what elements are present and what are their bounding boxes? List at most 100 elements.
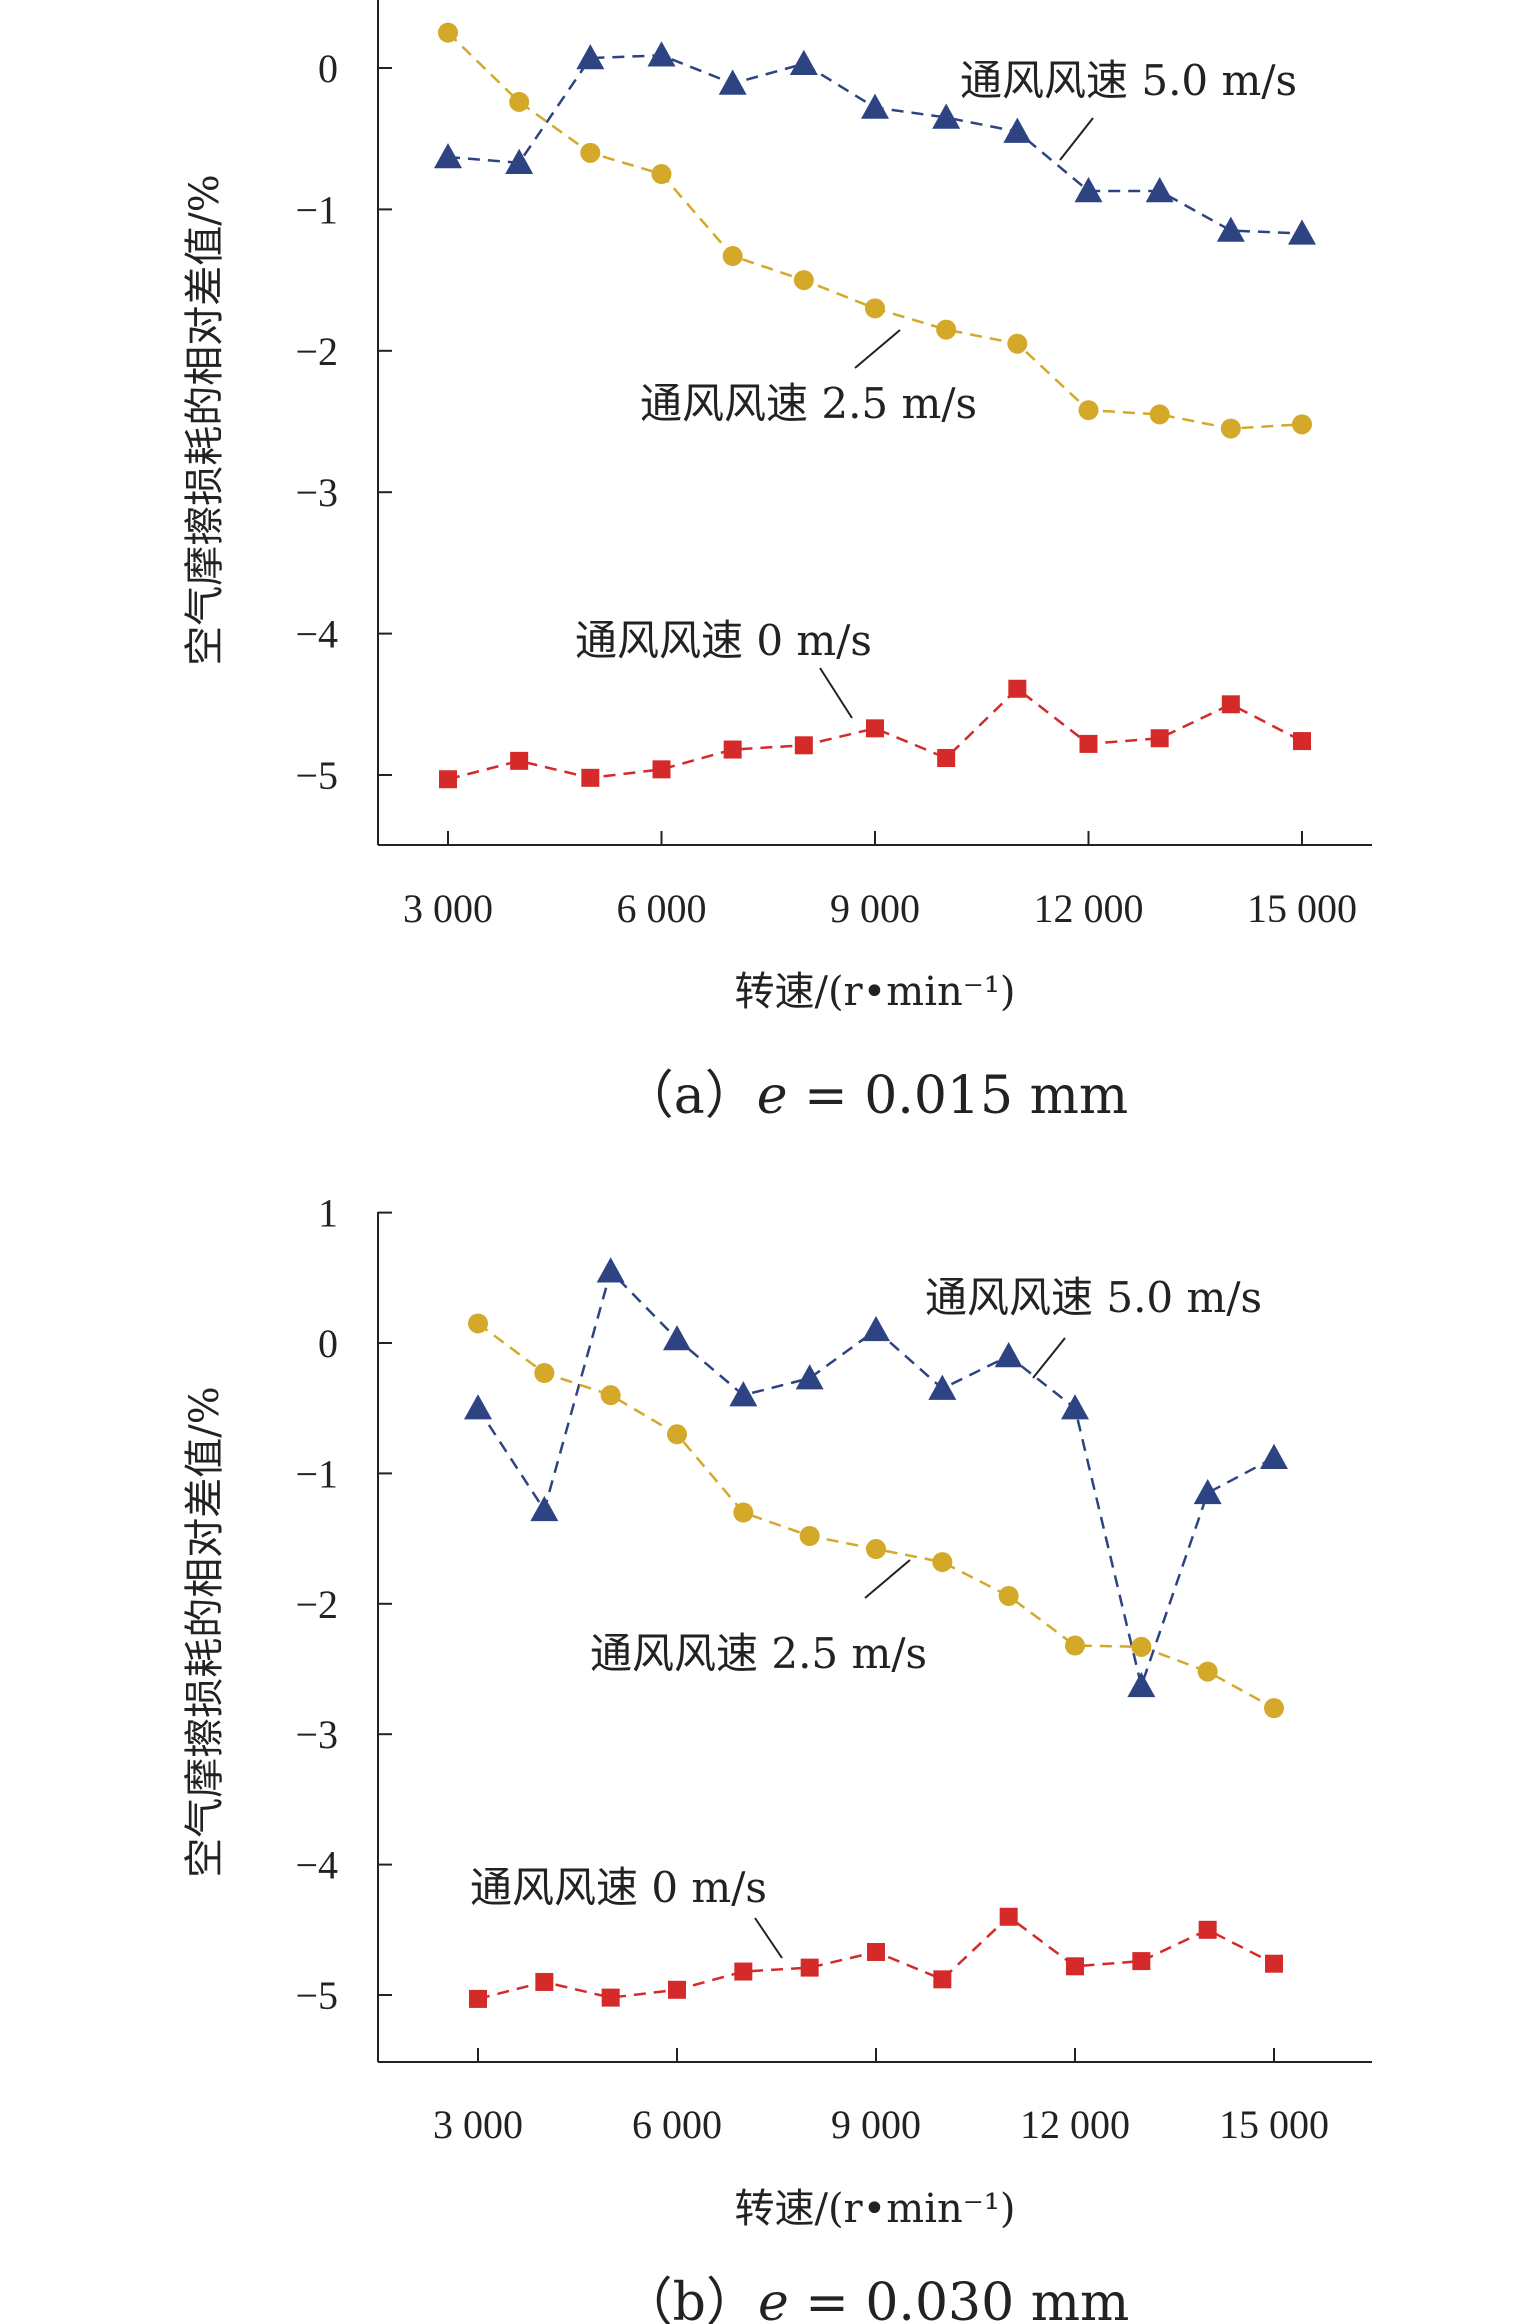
series-2 [439,679,1311,789]
series-1 [438,22,1312,439]
panel-caption: （a）e = 0.015 mm [622,1066,1128,1126]
annotation-label: 通风风速 0 m/s [470,1863,767,1912]
data-point [576,44,605,70]
data-point [1197,1661,1218,1682]
data-point [928,1374,957,1400]
data-point [1003,117,1032,143]
data-point [1150,729,1169,748]
data-point [1145,177,1174,203]
caption-value: = 0.015 mm [788,1066,1129,1126]
y-tick-label: −3 [295,1712,338,1757]
data-point [1008,679,1027,698]
data-point [1127,1671,1156,1698]
data-point [581,768,600,787]
data-point [799,1525,820,1546]
data-point [1216,216,1245,242]
data-point [998,1585,1019,1606]
data-point [789,49,818,75]
data-point [535,1972,554,1991]
data-point [1131,1636,1152,1657]
series-2 [469,1907,1283,2008]
caption-label: （b） [621,2273,758,2324]
data-point [652,760,671,779]
data-point [468,1313,488,1334]
data-point [1149,404,1170,425]
panel-caption: （b）e = 0.030 mm [621,2273,1130,2324]
y-tick-label: −1 [295,1451,338,1496]
data-point [794,736,813,755]
annotation-label: 通风风速 0 m/s [575,616,872,665]
data-point [1079,734,1098,753]
annotation-leader [1032,1337,1066,1379]
y-tick-label: −3 [295,470,338,515]
data-point [534,1362,555,1383]
data-point [999,1907,1018,1926]
data-point [1074,177,1103,203]
data-point [937,749,956,768]
data-point [510,751,529,770]
caption-variable: e [758,2273,789,2324]
data-point [1265,1954,1283,1973]
annotation-label: 通风风速 5.0 m/s [925,1273,1262,1322]
data-point [932,1552,953,1573]
data-point [866,1539,886,1560]
series-0 [434,41,1316,245]
x-tick-label: 12 000 [1034,886,1144,931]
annotation-leader [1059,117,1094,161]
data-point [800,1958,819,1977]
annotation-label: 通风风速 5.0 m/s [960,56,1297,105]
data-point [932,103,961,129]
data-point [663,1325,691,1351]
data-point [1221,695,1240,714]
series-1 [468,1313,1284,1719]
x-tick-label: 15 000 [1219,2102,1329,2147]
y-tick-label: −1 [295,187,338,232]
y-tick-label: −4 [295,612,338,657]
data-point [1293,732,1311,751]
caption-label: （a） [622,1066,757,1126]
y-tick-label: −2 [295,1582,338,1627]
x-axis-title: 转速/(r•min⁻¹) [734,2186,1015,2232]
annotation-leader [754,1917,783,1959]
data-point [509,91,530,112]
data-point [793,270,814,291]
x-tick-label: 6 000 [632,2102,722,2147]
data-point [866,719,884,738]
data-point [867,1942,885,1961]
data-point [464,1394,492,1420]
data-point [580,142,601,163]
data-point [530,1495,559,1522]
annotation-leader [819,667,853,719]
x-tick-label: 9 000 [830,886,920,931]
data-point [862,1315,890,1342]
y-tick-label: −2 [295,329,338,374]
x-axis-title: 转速/(r•min⁻¹) [734,969,1015,1015]
x-tick-label: 3 000 [433,2102,523,2147]
data-point [439,770,457,789]
annotation-leader [854,329,901,369]
data-point [1292,414,1312,435]
caption-value: = 0.030 mm [789,2273,1130,2324]
y-tick-label: 1 [318,1191,338,1236]
data-point [1007,333,1028,354]
data-point [1061,1394,1089,1420]
data-point [601,1988,620,2007]
y-tick-label: −4 [295,1843,338,1888]
y-axis-title: 空气摩擦损耗的相对差值/% [182,1386,228,1877]
data-point [1078,400,1099,421]
series-0 [464,1257,1288,1698]
data-point [1066,1957,1084,1976]
x-tick-label: 15 000 [1247,886,1357,931]
data-point [438,22,458,43]
data-point [722,246,743,267]
data-point [861,93,889,119]
y-tick-label: −5 [295,753,338,798]
y-axis-title: 空气摩擦损耗的相对差值/% [182,174,228,665]
data-point [469,1989,487,2008]
y-tick-label: 0 [318,46,338,91]
data-point [1260,1443,1288,1469]
caption-variable: e [757,1066,788,1126]
x-tick-label: 9 000 [831,2102,921,2147]
data-point [1198,1920,1217,1939]
